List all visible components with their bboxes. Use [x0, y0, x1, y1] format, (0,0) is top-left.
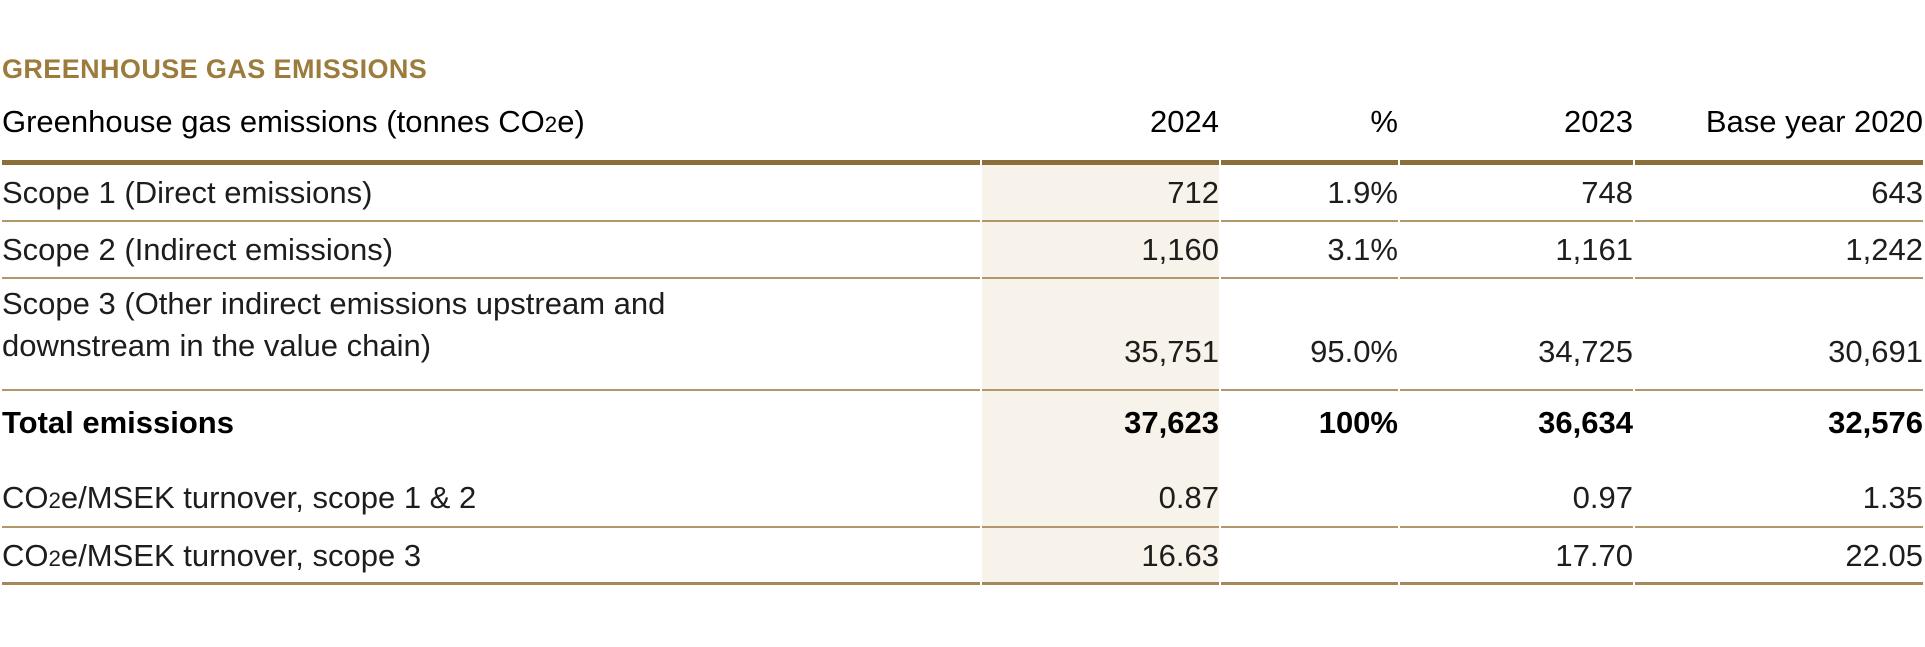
row-scope3: Scope 3 (Other indirect emissions upstre… — [2, 279, 1923, 391]
label-part: CO — [2, 537, 49, 573]
turnover-scope1-2-base2020-value: 1.35 — [1635, 469, 1923, 528]
scope1-base2020-value: 643 — [1635, 165, 1923, 222]
turnover-scope3-percent-value — [1221, 528, 1398, 585]
spacer-cell — [1635, 453, 1923, 469]
scope3-2024-value: 35,751 — [982, 279, 1219, 391]
scope2-2023-value: 1,161 — [1400, 222, 1633, 279]
scope3-2023-value: 34,725 — [1400, 279, 1633, 391]
ghg-emissions-table: Greenhouse gas emissions (tonnes CO2e) 2… — [0, 83, 1925, 585]
header-metric-part1: Greenhouse gas emissions (tonnes CO — [2, 104, 545, 139]
co2-subscript: 2 — [48, 488, 61, 513]
scope3-label-line2: downstream in the value chain) — [2, 328, 432, 363]
header-col-base-year-2020: Base year 2020 — [1635, 83, 1923, 165]
total-label: Total emissions — [2, 404, 234, 440]
header-metric-label: Greenhouse gas emissions (tonnes CO2e) — [2, 83, 980, 165]
scope1-2024-value: 712 — [982, 165, 1219, 222]
scope3-base2020-value: 30,691 — [1635, 279, 1923, 391]
row-turnover-scope1-2: CO2e/MSEK turnover, scope 1 & 2 0.87 0.9… — [2, 469, 1923, 528]
turnover-scope1-2-label: CO2e/MSEK turnover, scope 1 & 2 — [2, 469, 980, 528]
turnover-scope3-2023-value: 17.70 — [1400, 528, 1633, 585]
total-percent-value: 100% — [1318, 404, 1398, 440]
header-col-percent: % — [1221, 83, 1398, 165]
row-scope2: Scope 2 (Indirect emissions) 1,160 3.1% … — [2, 222, 1923, 279]
turnover-scope3-2024-value: 16.63 — [982, 528, 1219, 585]
scope2-base2020-value: 1,242 — [1635, 222, 1923, 279]
spacer-cell — [1221, 453, 1398, 469]
total-2023-value: 36,634 — [1538, 404, 1633, 440]
co2-subscript: 2 — [544, 112, 558, 137]
scope2-percent-value: 3.1% — [1221, 222, 1398, 279]
section-title: GREENHOUSE GAS EMISSIONS — [2, 54, 428, 84]
scope2-2024-value: 1,160 — [982, 222, 1219, 279]
total-base2020-value: 32,576 — [1828, 404, 1923, 440]
scope3-label: Scope 3 (Other indirect emissions upstre… — [2, 279, 980, 391]
spacer-cell — [2, 453, 980, 469]
spacer-cell — [1400, 453, 1633, 469]
spacer-cell-highlight — [982, 453, 1219, 469]
label-part: e/MSEK turnover, scope 3 — [60, 537, 422, 573]
scope2-label: Scope 2 (Indirect emissions) — [2, 222, 980, 279]
scope1-2023-value: 748 — [1400, 165, 1633, 222]
turnover-scope1-2-2024-value: 0.87 — [982, 469, 1219, 528]
turnover-scope1-2-2023-value: 0.97 — [1400, 469, 1633, 528]
row-scope1: Scope 1 (Direct emissions) 712 1.9% 748 … — [2, 165, 1923, 222]
turnover-scope3-base2020-value: 22.05 — [1635, 528, 1923, 585]
spacer-row — [2, 453, 1923, 469]
header-metric-part2: e) — [557, 104, 585, 139]
table-header-row: Greenhouse gas emissions (tonnes CO2e) 2… — [2, 83, 1923, 165]
row-total-emissions: Total emissions 37,623 100% 36,634 32,57… — [2, 391, 1923, 453]
scope1-label: Scope 1 (Direct emissions) — [2, 165, 980, 222]
turnover-scope3-label: CO2e/MSEK turnover, scope 3 — [2, 528, 980, 585]
header-col-2023: 2023 — [1400, 83, 1633, 165]
header-col-2024: 2024 — [982, 83, 1219, 165]
label-part: e/MSEK turnover, scope 1 & 2 — [60, 480, 477, 515]
row-turnover-scope3: CO2e/MSEK turnover, scope 3 16.63 17.70 … — [2, 528, 1923, 585]
co2-subscript: 2 — [48, 545, 61, 571]
scope3-percent-value: 95.0% — [1221, 279, 1398, 391]
label-part: CO — [2, 480, 49, 515]
scope3-label-line1: Scope 3 (Other indirect emissions upstre… — [2, 286, 666, 321]
turnover-scope1-2-percent-value — [1221, 469, 1398, 528]
scope1-percent-value: 1.9% — [1221, 165, 1398, 222]
total-2024-value: 37,623 — [982, 391, 1219, 453]
